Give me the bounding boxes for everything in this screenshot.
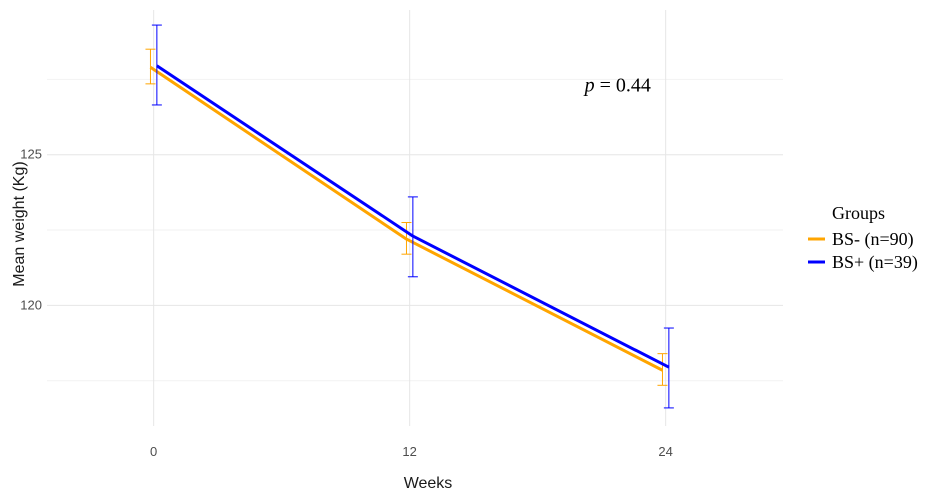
series-line	[149, 66, 664, 372]
y-axis-title: Mean weight (Kg)	[11, 161, 28, 286]
p-value-annotation: p = 0.44	[583, 74, 651, 96]
plot-series	[145, 24, 674, 409]
p-value-symbol: p	[583, 74, 595, 96]
series-bs-plus	[151, 24, 674, 409]
series-line	[156, 64, 670, 369]
p-value-text: = 0.44	[595, 74, 651, 96]
x-tick-label: 12	[402, 444, 416, 459]
y-tick-label: 120	[20, 297, 42, 312]
x-tick-label: 0	[150, 444, 157, 459]
legend-title: Groups	[832, 203, 885, 223]
x-tick-label: 24	[658, 444, 672, 459]
series-bs-minus	[145, 48, 668, 386]
legend-label: BS- (n=90)	[832, 229, 914, 250]
legend-label: BS+ (n=39)	[832, 252, 918, 273]
x-axis-title: Weeks	[404, 475, 453, 492]
y-tick-label: 125	[20, 147, 42, 162]
tick-labels: 120 125 0 12 24	[20, 147, 673, 459]
legend: Groups BS- (n=90)BS+ (n=39)	[808, 203, 918, 273]
